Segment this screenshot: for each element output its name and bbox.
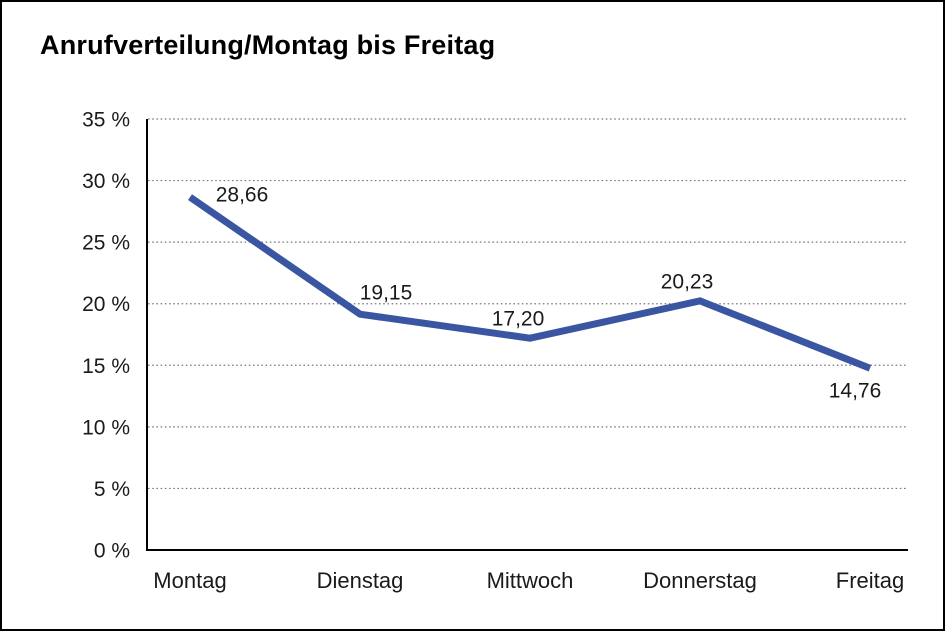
x-tick-label: Freitag [836, 568, 904, 593]
series-line [188, 194, 872, 372]
data-point-label: 14,76 [829, 380, 882, 403]
chart-title: Anrufverteilung/Montag bis Freitag [40, 30, 496, 60]
y-tick-label: 30 % [82, 170, 130, 193]
y-tick-label: 25 % [82, 232, 130, 255]
y-tick-label: 10 % [82, 416, 130, 439]
data-point-label: 17,20 [492, 308, 545, 331]
y-tick-label: 35 % [82, 109, 130, 132]
data-point-label: 28,66 [216, 184, 269, 207]
x-tick-label: Montag [153, 568, 226, 593]
y-tick-label: 15 % [82, 355, 130, 378]
y-tick-label: 0 % [94, 540, 130, 563]
y-tick-label: 5 % [94, 478, 130, 501]
y-tick-label: 20 % [82, 293, 130, 316]
x-tick-label: Mittwoch [487, 568, 574, 593]
data-point-label: 20,23 [661, 270, 714, 293]
x-tick-label: Dienstag [317, 568, 404, 593]
x-tick-label: Donnerstag [643, 568, 757, 593]
data-point-label: 19,15 [360, 282, 413, 305]
